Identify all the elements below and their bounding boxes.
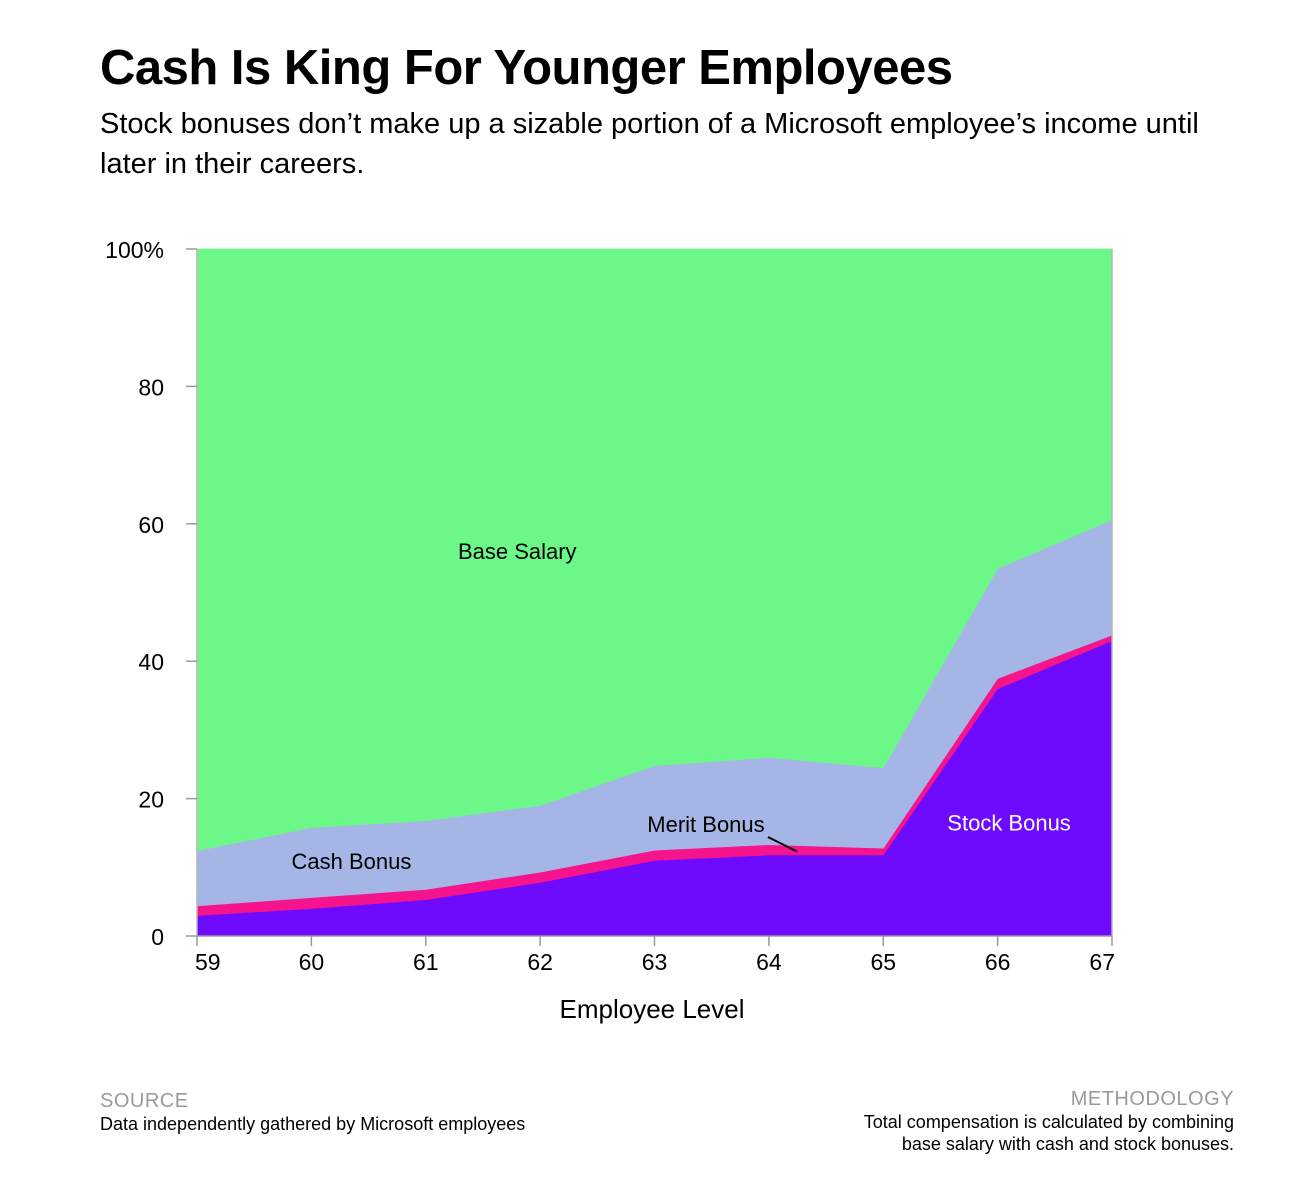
- y-tick-label: 100%: [105, 237, 164, 263]
- methodology-heading: METHODOLOGY: [1070, 1088, 1234, 1110]
- x-tick-label: 60: [299, 949, 325, 975]
- methodology-line-1: Total compensation is calculated by comb…: [863, 1112, 1234, 1132]
- y-tick-label: 0: [151, 924, 164, 950]
- source-text: Data independently gathered by Microsoft…: [100, 1114, 526, 1134]
- y-tick-label: 20: [138, 787, 164, 813]
- x-tick-label: 67: [1089, 949, 1115, 975]
- chart-title: Cash Is King For Younger Employees: [100, 41, 953, 95]
- x-axis-title: Employee Level: [560, 994, 745, 1024]
- x-tick-label: 65: [870, 949, 896, 975]
- x-tick-label: 59: [195, 949, 221, 975]
- merit-bonus-leader-line: [767, 836, 798, 853]
- series-label-stock-bonus: Stock Bonus: [947, 811, 1071, 836]
- stacked-area-chart: 0 20 40 60 80 100% 59 60 61 62 63 64 65 66 67 Stock Bo…: [105, 237, 1115, 1024]
- labels-layer: Stock Bonus Merit Bonus Cash Bonus Base Sal…: [291, 539, 1070, 874]
- x-tick-label: 61: [413, 949, 439, 975]
- x-tick-label: 62: [527, 949, 553, 975]
- series-label-base-salary: Base Salary: [458, 539, 577, 564]
- y-tick-label: 60: [138, 512, 164, 538]
- x-tick-label: 64: [756, 949, 782, 975]
- x-tick-label: 63: [642, 949, 668, 975]
- x-tick-label: 66: [985, 949, 1011, 975]
- series-label-merit-bonus: Merit Bonus: [647, 812, 764, 837]
- source-block: SOURCE Data independently gathered by Mi…: [100, 1090, 525, 1135]
- y-tick-label: 40: [138, 649, 164, 675]
- axes-layer: 0 20 40 60 80 100% 59 60 61 62 63 64 65 66 67: [105, 237, 1115, 975]
- methodology-block: METHODOLOGY Total compensation is calcul…: [674, 1088, 1234, 1155]
- chart-subtitle: Stock bonuses don’t make up a sizable po…: [100, 108, 1199, 180]
- y-tick-label: 80: [138, 374, 164, 400]
- series-label-cash-bonus: Cash Bonus: [291, 849, 411, 874]
- source-heading: SOURCE: [100, 1090, 189, 1112]
- methodology-line-2: base salary with cash and stock bonuses.: [901, 1134, 1234, 1154]
